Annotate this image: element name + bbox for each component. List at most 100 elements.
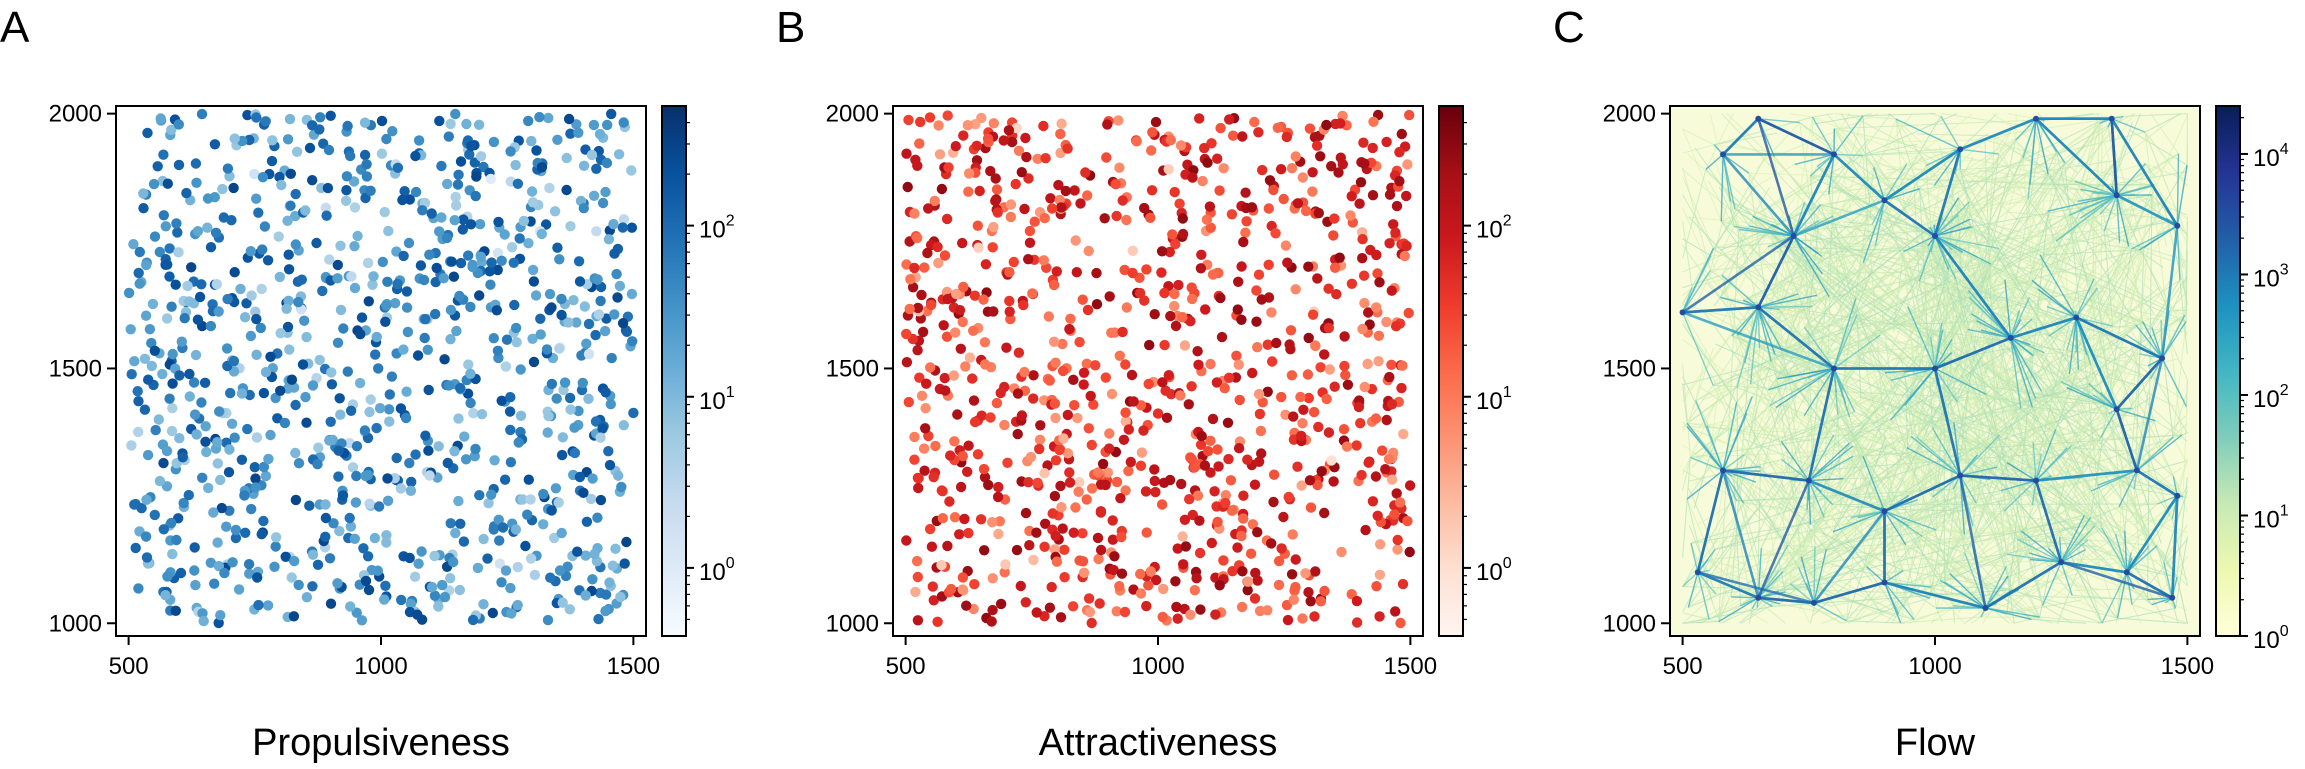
flow-edge-strong: [1757, 117, 1835, 156]
scatter-point: [190, 579, 201, 591]
flow-edge: [2039, 254, 2077, 318]
scatter-point: [605, 399, 616, 410]
colorbar-tick-label-b: 100: [1476, 555, 1512, 586]
flow-edge: [1715, 250, 1813, 307]
flow-edge: [1710, 373, 1761, 467]
scatter-point: [565, 128, 576, 139]
flow-edge: [1975, 502, 2041, 618]
scatter-point: [1391, 488, 1402, 499]
scatter-point: [471, 171, 482, 182]
scatter-point: [609, 309, 620, 320]
scatter-point: [140, 310, 152, 321]
flow-edge: [1806, 583, 1897, 618]
scatter-point: [297, 359, 309, 370]
scatter-point: [1278, 193, 1289, 205]
scatter-point: [250, 482, 261, 493]
scatter-point: [579, 301, 590, 312]
scatter-point: [126, 440, 137, 451]
flow-edge: [1749, 608, 1753, 624]
scatter-point: [285, 168, 296, 179]
scatter-point: [474, 219, 486, 230]
panel-letter-c: C: [1553, 3, 1585, 52]
scatter-point: [1013, 145, 1025, 156]
scatter-point: [251, 313, 262, 325]
flow-edge: [2161, 314, 2186, 359]
flow-edge: [1804, 202, 2153, 328]
flow-edge: [1929, 226, 2005, 512]
flow-edge: [1689, 404, 1715, 458]
scatter-point: [251, 349, 262, 360]
scatter-point: [1047, 508, 1058, 519]
flow-edge-strong: [1722, 469, 1809, 482]
scatter-point: [535, 329, 546, 340]
scatter-point: [1003, 125, 1015, 136]
scatter-point: [401, 302, 413, 313]
scatter-point: [559, 377, 571, 388]
scatter-point: [364, 498, 375, 509]
scatter-point: [260, 366, 272, 378]
scatter-point: [916, 289, 927, 301]
scatter-point: [475, 151, 487, 162]
flow-edge: [1682, 128, 1715, 146]
scatter-point: [426, 581, 438, 593]
scatter-point: [580, 550, 591, 561]
flow-edge: [1942, 254, 1957, 330]
scatter-point: [374, 403, 386, 414]
scatter-point: [373, 363, 384, 374]
scatter-point: [167, 403, 178, 414]
scatter-point: [542, 427, 553, 438]
scatter-point: [529, 569, 541, 581]
scatter-point: [405, 485, 417, 496]
scatter-point: [1071, 267, 1083, 278]
scatter-point: [166, 301, 177, 312]
scatter-point: [351, 607, 362, 618]
scatter-point: [1090, 360, 1101, 371]
scatter-point: [912, 615, 924, 626]
flow-edge: [1932, 160, 2117, 429]
scatter-point: [618, 420, 629, 431]
flow-edge: [2011, 589, 2040, 618]
scatter-point: [126, 369, 137, 380]
scatter-point: [166, 517, 177, 529]
scatter-point: [554, 343, 565, 354]
scatter-point: [942, 540, 953, 552]
scatter-point: [377, 256, 388, 268]
scatter-point: [1039, 212, 1050, 224]
flow-edge: [1934, 338, 1953, 369]
flow-edge: [1798, 496, 2184, 569]
flow-edge: [1749, 225, 1794, 237]
scatter-point: [399, 186, 410, 197]
flow-edge: [1688, 487, 1716, 550]
flow-edge: [1682, 169, 1750, 227]
flow-hub-node: [1932, 365, 1938, 372]
scatter-point: [1404, 546, 1415, 558]
scatter-point: [274, 171, 285, 183]
scatter-point: [337, 490, 349, 501]
y-tick-label-b: 1000: [826, 610, 879, 637]
scatter-point: [1232, 542, 1243, 553]
flow-edge-strong: [2034, 480, 2063, 563]
flow-edge: [2131, 604, 2142, 624]
flow-edge-strong: [1681, 234, 1795, 314]
flow-edge: [1833, 368, 1856, 413]
scatter-point: [352, 230, 363, 242]
scatter-point: [348, 176, 360, 187]
scatter-point: [491, 305, 502, 316]
scatter-point: [593, 613, 604, 625]
flow-edge: [1934, 235, 1957, 280]
scatter-point: [406, 476, 417, 488]
scatter-point: [1012, 428, 1023, 440]
scatter-point: [194, 291, 206, 303]
scatter-point: [1253, 127, 1264, 138]
flow-edge: [1969, 218, 2023, 234]
scatter-point: [223, 467, 235, 478]
scatter-point: [912, 571, 923, 583]
scatter-point: [153, 414, 164, 425]
scatter-point: [197, 472, 208, 483]
flow-edge: [2006, 553, 2062, 563]
flow-edge: [1690, 457, 1825, 518]
flow-edge: [1763, 478, 1825, 518]
flow-edge: [1903, 553, 2007, 585]
